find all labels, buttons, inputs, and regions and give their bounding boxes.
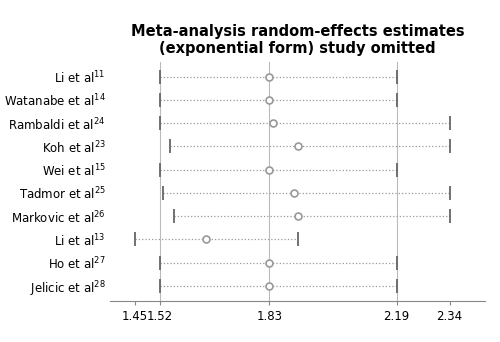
Title: Meta-analysis random-effects estimates
(exponential form) study omitted: Meta-analysis random-effects estimates (… [130,24,464,56]
